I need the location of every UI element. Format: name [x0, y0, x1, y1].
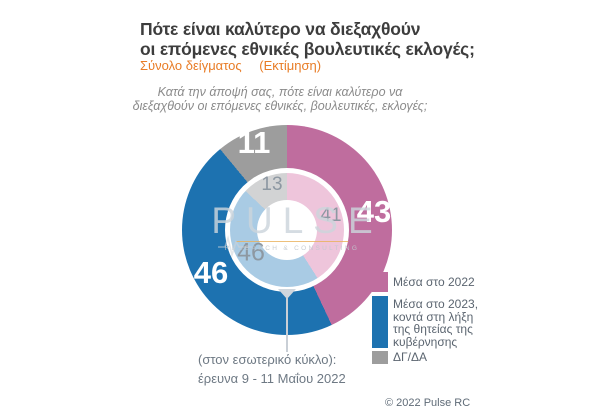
note-line-2: έρευνα 9 - 11 Μαΐου 2022	[198, 370, 346, 386]
outer-slice-value-dk: 11	[237, 125, 271, 160]
legend-swatch-2023	[372, 296, 388, 348]
note-line-1: (στον εσωτερικό κύκλο):	[198, 352, 337, 367]
inner-slice-value-2022: 41	[320, 205, 342, 226]
callout-line	[286, 297, 288, 352]
title-line-2: οι επόμενες εθνικές βουλευτικές εκλογές;	[140, 39, 475, 59]
outer-slice-value-2023: 46	[193, 255, 229, 290]
inner-slice-value-2023: 46	[237, 238, 265, 267]
survey-question: Κατά την άποψή σας, πότε είναι καλύτερο …	[100, 85, 460, 113]
inner-slice-value-dk: 13	[261, 174, 283, 195]
question-line-1: Κατά την άποψή σας, πότε είναι καλύτερο …	[157, 85, 403, 99]
subtitle-sample: Σύνολο δείγματος	[140, 58, 242, 73]
legend-label-2022: Μέσα στο 2022	[393, 275, 475, 289]
subtitle: Σύνολο δείγματος (Εκτίμηση)	[140, 58, 321, 73]
title-line-1: Πότε είναι καλύτερο να διεξαχθούν	[140, 19, 421, 39]
copyright-text: © 2022 Pulse RC	[385, 397, 471, 409]
legend-swatch-dk	[372, 351, 388, 364]
legend-label-2023: Μέσα στο 2023, κοντά στη λήξη της θητεία…	[393, 297, 479, 349]
inner-circle-note: (στον εσωτερικό κύκλο): έρευνα 9 - 11 Μα…	[198, 351, 346, 388]
page-title: Πότε είναι καλύτερο να διεξαχθούν οι επό…	[140, 19, 475, 59]
legend-label-dk: ΔΓ/ΔΑ	[393, 350, 427, 364]
donut-hole	[257, 200, 317, 260]
question-line-2: διεξαχθούν οι επόμενες εθνικές, βουλευτι…	[132, 98, 428, 113]
heartbeat-icon	[218, 235, 252, 259]
donut-outer-ring	[182, 125, 392, 335]
legend-swatch-2022	[372, 272, 388, 292]
inner-circle-pointer-icon	[278, 289, 296, 299]
outer-slice-value-2022: 43	[356, 194, 392, 229]
subtitle-estimate: (Εκτίμηση)	[259, 58, 322, 73]
